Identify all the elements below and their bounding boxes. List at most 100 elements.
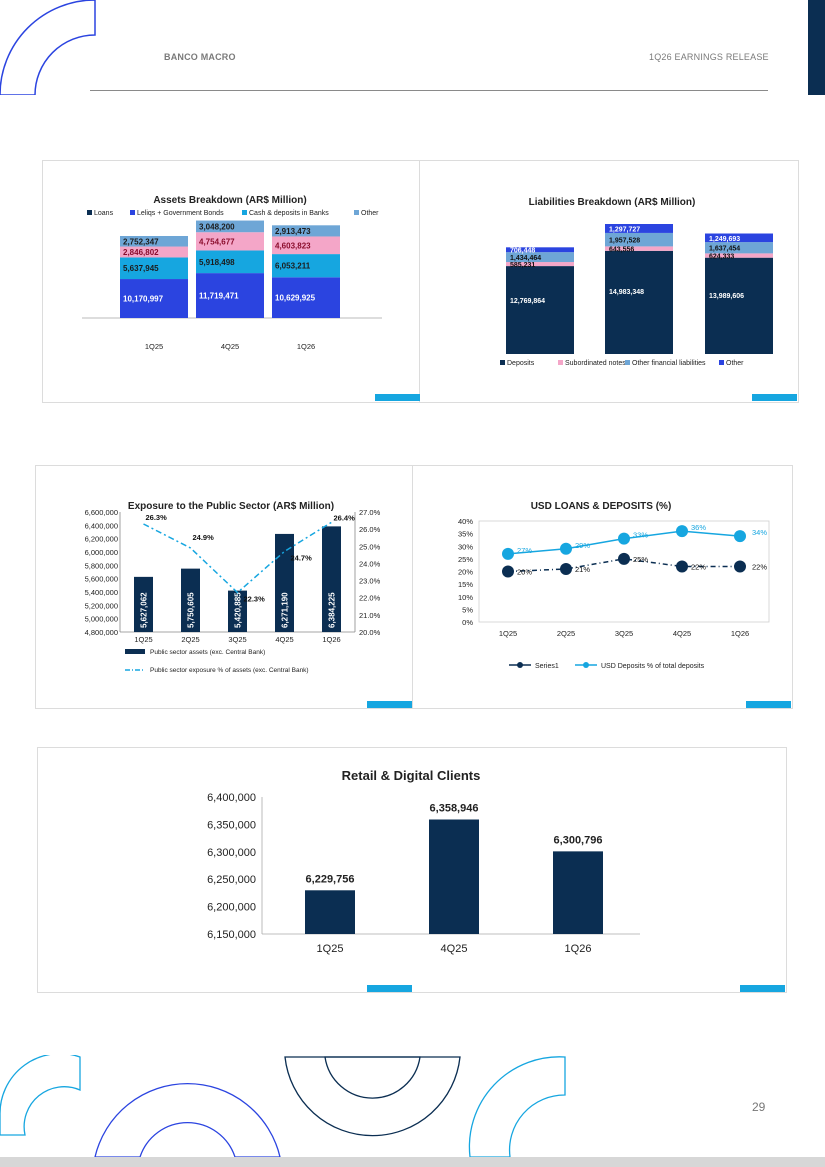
bar-segment [196,232,264,251]
data-label: 2,913,473 [275,227,311,236]
x-tick-label: 1Q25 [134,635,152,644]
marker [618,532,630,545]
x-tick-label: 2Q25 [557,629,575,638]
data-label: 20% [517,568,532,577]
marker [502,547,514,560]
x-tick-label: 4Q25 [221,342,239,351]
bar-segment [506,262,574,267]
bar-segment [120,235,188,247]
data-label: 2,752,347 [123,237,159,246]
y-tick-label: 6,350,000 [207,819,256,831]
x-tick-label: 1Q26 [297,342,315,351]
data-label: 29% [575,541,590,550]
bar-value-label: 6,384,225 [328,592,337,628]
bar-segment [120,257,188,280]
y2-tick-label: 27.0% [359,508,381,517]
bar-segment [605,232,673,247]
y2-tick-label: 25.0% [359,542,381,551]
bar-segment [506,266,574,354]
data-label: 4,603,823 [275,241,311,250]
legend-label: Series1 [535,663,559,670]
y-tick-label: 6,400,000 [207,792,256,804]
y-tick-label: 4,800,000 [85,628,118,637]
liabilities-chart: Liabilities Breakdown (AR$ Million) 12,76… [500,197,773,367]
y2-tick-label: 23.0% [359,577,381,586]
bar-segment [605,246,673,251]
legend-marker [583,662,589,668]
bar-segment [196,250,264,274]
bar-segment [506,247,574,253]
legend-swatch [87,210,92,215]
y-tick-label: 35% [458,530,473,539]
assets-chart: Assets Breakdown (AR$ Million) Loans Leliq… [82,195,382,351]
data-label: 1,297,727 [609,226,640,233]
y-tick-label: 5,200,000 [85,601,118,610]
bar-value-label: 5,750,605 [187,592,196,628]
marker [502,565,514,578]
y2-tick-label: 20.0% [359,628,381,637]
bar [134,576,153,632]
marker [676,560,688,573]
data-label: 1,637,454 [709,246,740,253]
marker [734,530,746,543]
data-label: 14,983,348 [609,289,644,296]
bar-segment [196,273,264,318]
bar-value-label: 5,627,062 [140,592,149,628]
legend-label: Other [361,210,379,217]
legend-label: Loans [94,210,114,217]
bar-value-label: 6,271,190 [281,592,290,628]
decorative-arc-top [0,0,96,95]
bar-segment [705,233,773,243]
y-tick-label: 6,400,000 [85,521,118,530]
line-value-label: 24.7% [291,553,313,562]
legend-label: Cash & deposits in Banks [249,210,329,217]
header-accent-bar [808,0,825,95]
panel-tab [367,701,412,708]
data-label: 25% [633,555,648,564]
legend-label: Other [726,360,744,367]
legend-label: Deposits [507,360,535,367]
line-value-label: 26.4% [334,513,356,522]
retail-chart: Retail & Digital Clients 6,150,000 6,200,0… [207,768,640,955]
data-label: 34% [752,528,767,537]
y-tick-label: 5,800,000 [85,561,118,570]
line-series [143,521,332,594]
y-tick-label: 6,300,000 [207,847,256,859]
data-label: 3,048,200 [199,222,235,231]
legend-swatch [719,360,724,365]
chart-title: Liabilities Breakdown (AR$ Million) [529,197,696,208]
y-tick-label: 5,000,000 [85,615,118,624]
y2-tick-label: 22.0% [359,594,381,603]
legend-swatch [558,360,563,365]
bar-segment [272,236,340,255]
bar [305,890,355,934]
bar-value-label: 6,358,946 [430,802,479,814]
bar-segment [120,246,188,258]
legend-swatch [242,210,247,215]
y-tick-label: 25% [458,555,473,564]
legend-label: USD Deposits % of total deposits [601,663,705,670]
data-label: 1,957,528 [609,238,640,245]
line-value-label: 26.3% [146,513,168,522]
data-label: 33% [633,531,648,540]
marker [560,542,572,555]
decorative-arcs-bottom [0,1055,566,1157]
y-tick-label: 6,150,000 [207,929,256,941]
y-tick-label: 15% [458,580,473,589]
legend-label: Public sector assets (exc. Central Bank) [150,649,265,656]
y-tick-label: 10% [458,593,473,602]
x-tick-label: 1Q25 [145,342,163,351]
bar-segment [605,250,673,354]
x-tick-label: 3Q25 [615,629,633,638]
x-tick-label: 4Q25 [673,629,691,638]
data-label: 10,629,925 [275,294,316,303]
bar [429,819,479,934]
bar-segment [705,257,773,354]
retail-panel [37,747,787,993]
bar-segment [272,254,340,278]
data-label: 12,769,864 [510,298,545,305]
legend-swatch [354,210,359,215]
data-label: 1,249,693 [709,236,740,243]
y2-tick-label: 26.0% [359,525,381,534]
bar-segment [196,220,264,233]
